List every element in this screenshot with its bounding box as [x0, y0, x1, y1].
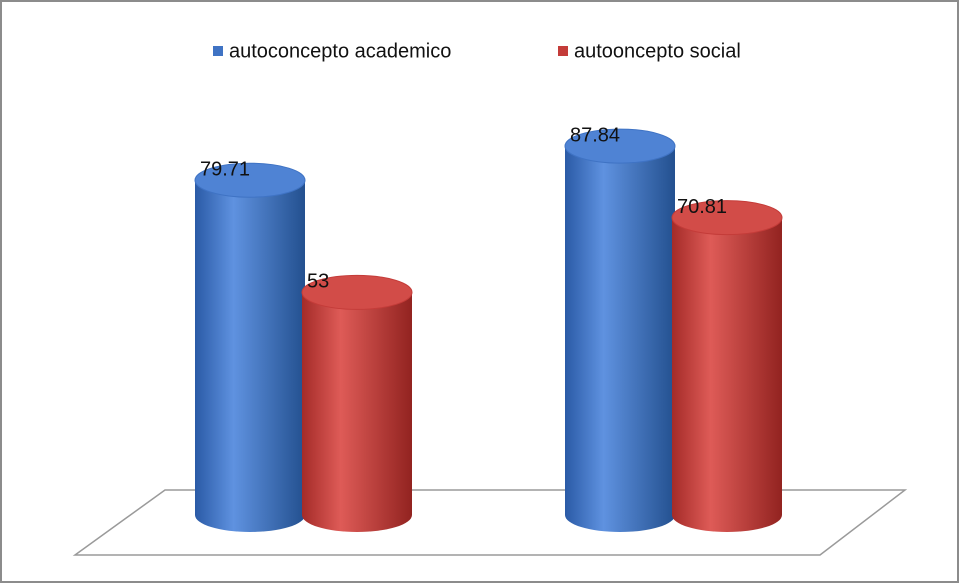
cylinder-body — [302, 292, 412, 532]
legend-label: autoconcepto academico — [229, 40, 451, 62]
legend-swatch — [213, 46, 223, 56]
data-label: 70.81 — [677, 196, 727, 218]
legend-label: autooncepto social — [574, 40, 741, 62]
cylinder-body — [195, 180, 305, 532]
data-label: 53 — [307, 271, 329, 293]
cylinder-body — [565, 146, 675, 532]
cylinder-top — [564, 128, 676, 164]
cylinder-body — [672, 217, 782, 532]
cylinder-top — [671, 200, 783, 236]
cylinder-top — [301, 274, 413, 310]
legend-swatch — [558, 46, 568, 56]
data-label: 79.71 — [200, 158, 250, 180]
data-label: 87.84 — [570, 124, 620, 146]
cylinder-top — [194, 162, 306, 198]
